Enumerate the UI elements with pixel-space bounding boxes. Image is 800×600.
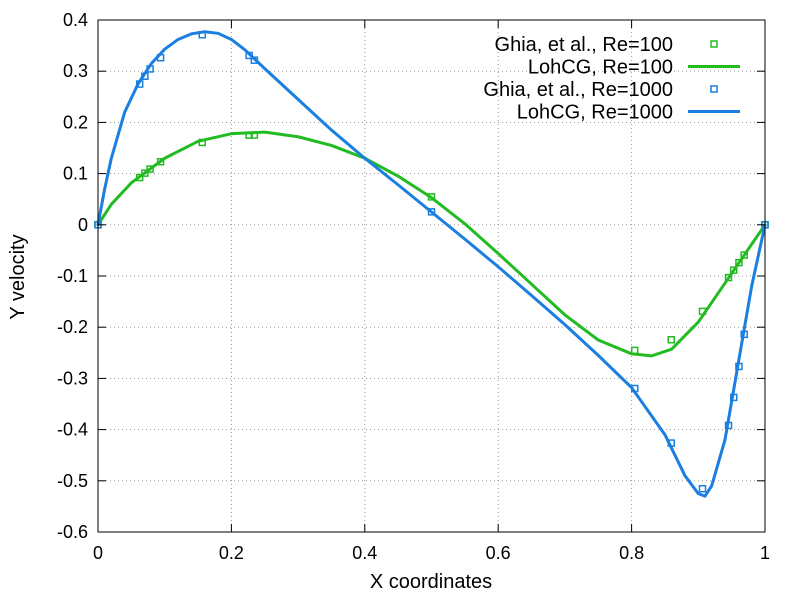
y-tick-label: 0.4: [63, 10, 88, 30]
data-point: [427, 208, 436, 216]
data-point: [135, 173, 144, 182]
data-point: [198, 30, 207, 39]
data-point: [735, 362, 743, 371]
y-tick-label: -0.5: [57, 471, 88, 491]
legend-entry: LohCG, Re=100: [528, 57, 740, 79]
data-point: [250, 131, 259, 139]
y-tick-label: -0.3: [57, 368, 88, 388]
data-point: [198, 138, 207, 147]
y-tick-label: -0.1: [57, 266, 88, 286]
y-tick-label: 0.3: [63, 61, 88, 81]
legend-label: LohCG, Re=1000: [517, 102, 673, 124]
legend-entry: Ghia, et al., Re=100: [495, 34, 718, 56]
data-point: [250, 56, 259, 64]
data-point: [141, 169, 149, 177]
legend-label: Ghia, et al., Re=100: [495, 34, 673, 56]
legend-label: LohCG, Re=100: [528, 57, 673, 79]
data-point: [146, 65, 154, 73]
y-tick-label: 0.1: [63, 164, 88, 184]
legend-entry: LohCG, Re=1000: [517, 102, 740, 124]
y-tick-label: -0.6: [57, 522, 88, 542]
data-point: [667, 335, 675, 344]
data-point: [245, 131, 253, 139]
y-tick-label: 0: [78, 215, 88, 235]
x-tick-label: 0.8: [619, 543, 644, 563]
data-point: [740, 330, 748, 339]
y-tick-label: 0.2: [63, 112, 88, 132]
grid: [98, 20, 765, 532]
ticks: 0 0.2 0.4 0.6 0.8 1 0.4 0.3 0.2 0.1 0 -0.1 -0.2 -0.3 -…: [57, 10, 770, 563]
x-tick-label: 0: [93, 543, 103, 563]
data-point: [135, 80, 144, 88]
x-tick-label: 1: [760, 543, 770, 563]
data-point: [667, 439, 675, 447]
series-line: [96, 130, 767, 358]
data-point: [724, 421, 733, 430]
data-point: [729, 266, 738, 274]
y-tick-label: -0.2: [57, 317, 88, 337]
legend-entry: Ghia, et al., Re=1000: [483, 79, 718, 101]
data-point: [245, 51, 253, 60]
data-point: [141, 72, 149, 80]
data-point: [729, 393, 738, 402]
data-point: [630, 384, 639, 393]
data-point: [698, 307, 707, 316]
y-axis-label: Y velocity: [7, 234, 29, 319]
data-point: [740, 251, 748, 259]
data-point: [724, 273, 733, 282]
series-layer: [94, 30, 769, 498]
data-point: [698, 484, 707, 493]
legend-marker-sample: [710, 40, 718, 48]
data-point: [630, 346, 639, 355]
legend-label: Ghia, et al., Re=1000: [483, 79, 673, 101]
data-point: [156, 53, 165, 62]
x-tick-label: 0.6: [486, 543, 511, 563]
y-tick-label: -0.4: [57, 420, 88, 440]
data-point: [427, 193, 436, 201]
legend-marker-sample: [710, 85, 718, 93]
data-point: [735, 258, 743, 267]
data-point: [156, 157, 165, 166]
x-tick-label: 0.2: [219, 543, 244, 563]
x-axis-label: X coordinates: [370, 571, 492, 593]
data-point: [146, 165, 154, 173]
x-tick-label: 0.4: [352, 543, 377, 563]
